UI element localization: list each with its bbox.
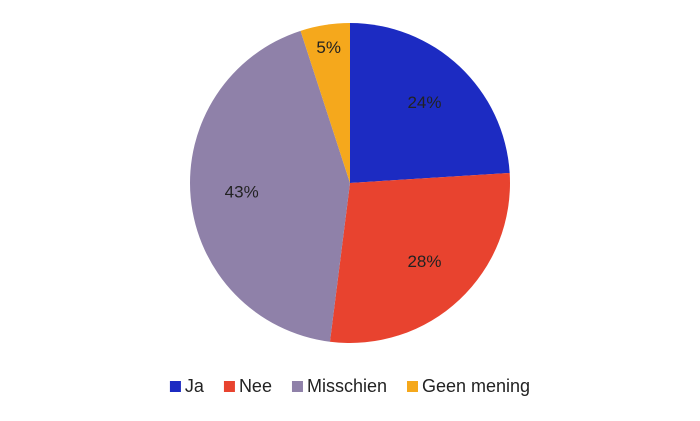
data-label: 28%: [407, 252, 441, 271]
legend-item: Misschien: [291, 376, 387, 396]
legend-swatch: [169, 381, 181, 392]
legend: Ja Nee Misschien Geen mening: [169, 376, 530, 396]
legend-swatch: [223, 381, 235, 392]
legend-text: Nee: [239, 376, 272, 396]
data-label: 5%: [316, 38, 341, 57]
pie-slice: [189, 30, 350, 342]
data-label: 24%: [407, 93, 441, 112]
legend-item: Geen mening: [407, 376, 530, 396]
legend-text: Misschien: [307, 376, 387, 396]
legend-text: Ja: [185, 376, 205, 396]
pie-slice: [329, 172, 510, 343]
pie-slice: [350, 23, 510, 183]
legend-swatch: [407, 381, 418, 392]
legend-text: Geen mening: [422, 376, 530, 396]
pie: 24% 28% 43% 5%: [189, 23, 510, 343]
legend-item: Nee: [223, 376, 272, 396]
legend-item: Ja: [169, 376, 205, 396]
pie-slice: [300, 23, 350, 183]
data-label: 43%: [225, 183, 259, 202]
legend-swatch: [291, 381, 303, 392]
